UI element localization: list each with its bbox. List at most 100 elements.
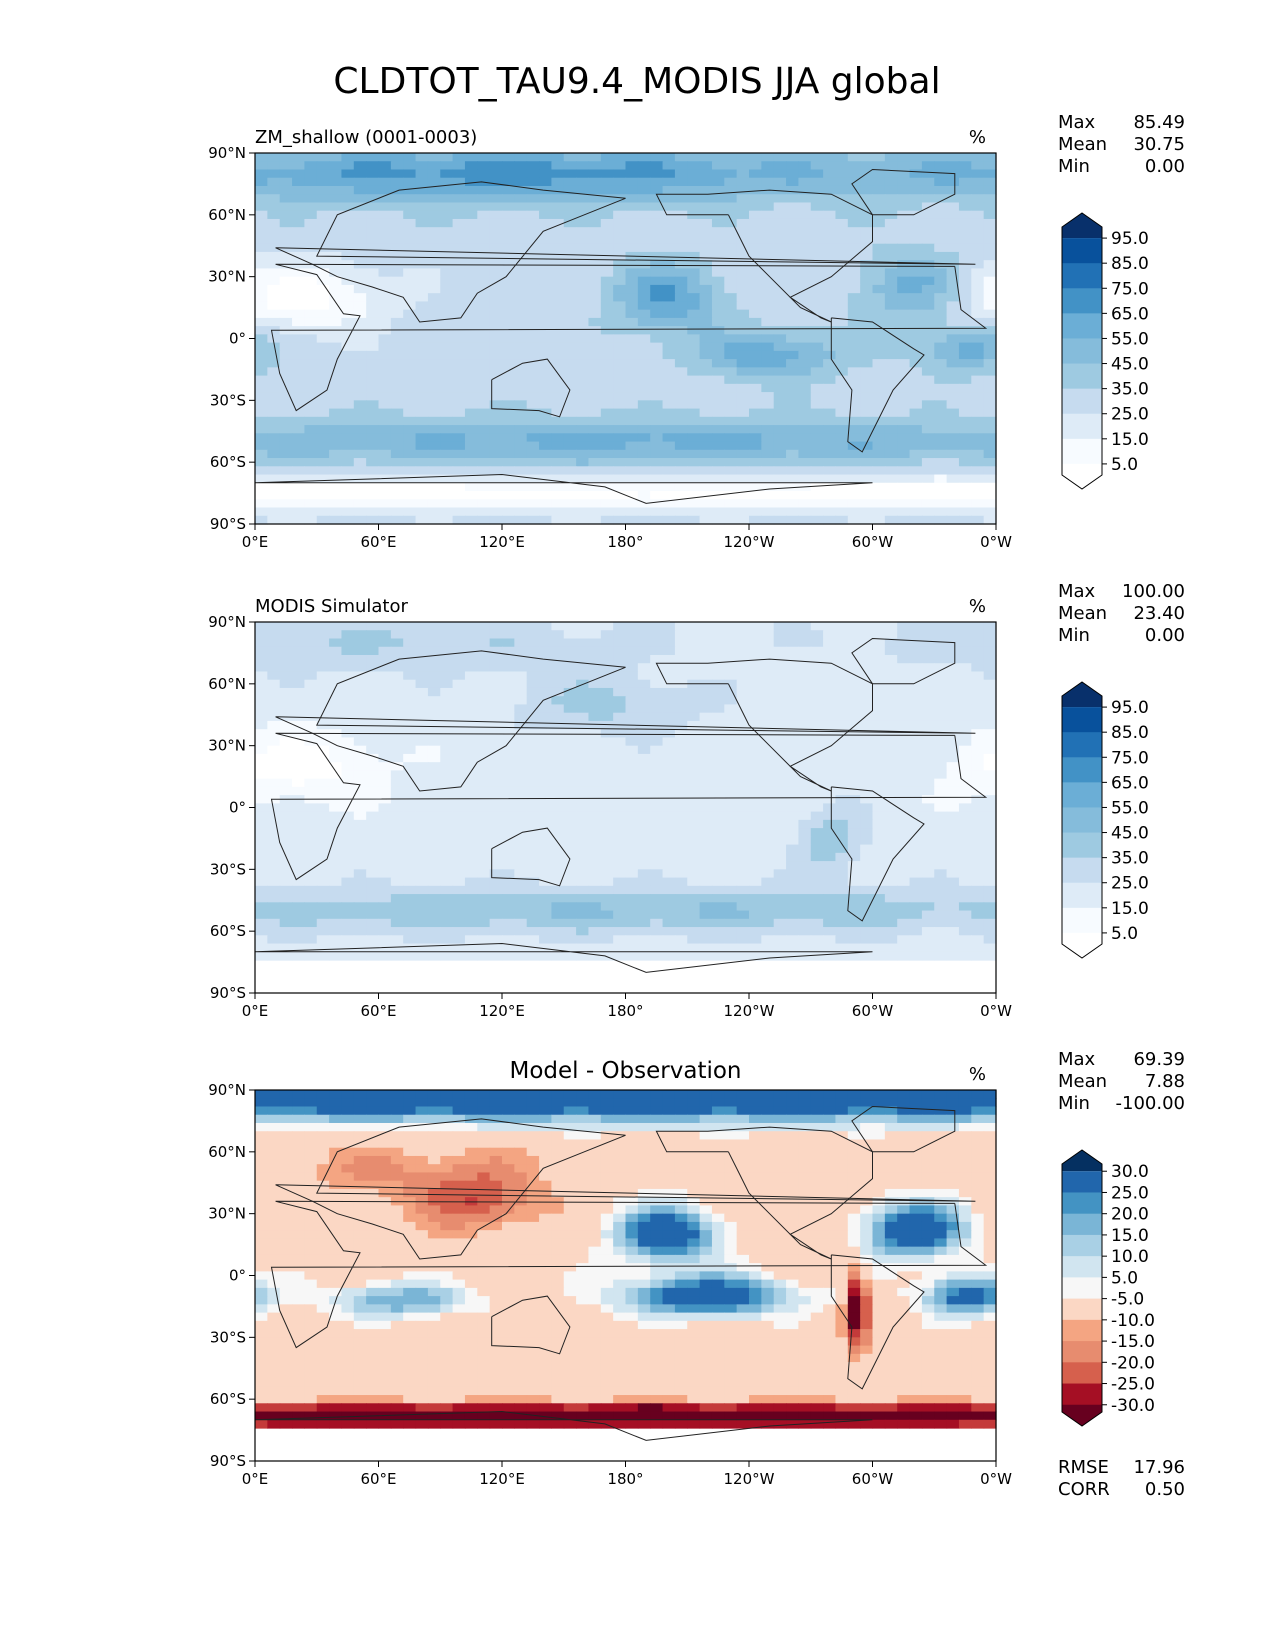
heatmap-cell <box>749 507 762 517</box>
heatmap-cell <box>563 326 577 335</box>
heatmap-cell <box>378 400 392 410</box>
heatmap-cell <box>687 317 701 327</box>
heatmap-cell <box>736 400 750 410</box>
heatmap-cell <box>563 227 577 237</box>
heatmap-cell <box>897 185 911 195</box>
heatmap-cell <box>872 852 886 862</box>
heatmap-cell <box>835 326 849 335</box>
heatmap-cell <box>267 515 281 525</box>
heatmap-cell <box>798 844 812 854</box>
heatmap-cell <box>551 499 565 509</box>
heatmap-cell <box>378 449 392 459</box>
heatmap-cell <box>711 515 725 525</box>
heatmap-cell <box>835 704 849 714</box>
heatmap-cell <box>637 762 651 771</box>
heatmap-cell <box>662 869 676 879</box>
heatmap-cell <box>810 449 824 459</box>
heatmap-cell <box>823 326 837 335</box>
heatmap-cell <box>267 679 281 689</box>
heatmap-cell <box>514 416 528 426</box>
heatmap-cell <box>971 293 985 302</box>
heatmap-cell <box>292 284 305 294</box>
heatmap-cell <box>390 638 404 648</box>
heatmap-cell <box>440 161 454 171</box>
heatmap-cell <box>588 622 602 631</box>
heatmap-cell <box>366 671 380 681</box>
heatmap-cell <box>650 284 664 294</box>
heatmap-cell <box>773 218 787 228</box>
heatmap-cell <box>267 696 281 706</box>
heatmap-cell <box>415 342 429 352</box>
figure-title: CLDTOT_TAU9.4_MODIS JJA global <box>333 61 940 102</box>
heatmap-cell <box>526 852 540 862</box>
heatmap-cell <box>687 218 701 228</box>
heatmap-cell <box>687 720 701 730</box>
heatmap-cell <box>860 400 874 410</box>
heatmap-cell <box>329 803 343 813</box>
heatmap-cell <box>366 392 380 401</box>
heatmap-cell <box>600 177 614 187</box>
heatmap-cell <box>267 762 281 771</box>
heatmap-cell <box>637 449 651 459</box>
heatmap-cell <box>958 844 972 854</box>
heatmap-cell <box>452 177 466 187</box>
heatmap-cell <box>897 482 911 492</box>
heatmap-cell <box>897 885 911 895</box>
heatmap-cell <box>736 433 750 443</box>
heatmap-cell <box>823 894 837 903</box>
heatmap-cell <box>699 885 713 895</box>
heatmap-cell <box>699 400 713 410</box>
heatmap-cell <box>366 153 380 162</box>
heatmap-cell <box>403 671 417 681</box>
heatmap-cell <box>687 729 701 739</box>
heatmap-cell <box>514 251 528 261</box>
heatmap-cell <box>353 687 367 697</box>
heatmap-cell <box>304 696 318 706</box>
heatmap-cell <box>415 408 429 418</box>
heatmap-cell <box>514 383 528 393</box>
heatmap-cell <box>860 276 874 286</box>
heatmap-cell <box>650 334 664 344</box>
heatmap-cell <box>452 251 466 261</box>
heatmap-cell <box>786 260 799 270</box>
heatmap-cell <box>674 202 688 212</box>
heatmap-cell <box>958 342 972 352</box>
heatmap-cell <box>292 342 305 352</box>
heatmap-cell <box>267 400 281 410</box>
heatmap-cell <box>958 153 972 162</box>
heatmap-cell <box>761 770 775 780</box>
heatmap-cell <box>860 877 874 887</box>
heatmap-cell <box>477 861 491 870</box>
heatmap-cell <box>526 894 540 903</box>
heatmap-cell <box>810 811 824 821</box>
heatmap-cell <box>958 383 972 393</box>
heatmap-cell <box>539 852 552 862</box>
heatmap-cell <box>502 433 515 443</box>
heatmap-cell <box>786 687 799 697</box>
heatmap-cell <box>427 696 441 706</box>
heatmap-cell <box>452 227 466 237</box>
heatmap-cell <box>366 194 380 204</box>
heatmap-cell <box>835 392 849 401</box>
heatmap-cell <box>551 449 565 459</box>
heatmap-cell <box>946 392 960 401</box>
heatmap-cell <box>884 416 898 426</box>
heatmap-cell <box>341 852 355 862</box>
heatmap-cell <box>526 392 540 401</box>
heatmap-cell <box>304 383 318 393</box>
heatmap-cell <box>786 894 799 903</box>
heatmap-cell <box>810 210 824 220</box>
heatmap-cell <box>378 458 392 467</box>
heatmap-cell <box>674 350 688 360</box>
heatmap-cell <box>674 869 688 879</box>
heatmap-cell <box>539 458 552 467</box>
heatmap-cell <box>699 894 713 903</box>
heatmap-cell <box>674 844 688 854</box>
heatmap-cell <box>810 852 824 862</box>
heatmap-cell <box>427 654 441 664</box>
heatmap-cell <box>267 284 281 294</box>
heatmap-cell <box>662 466 676 476</box>
heatmap-cell <box>724 185 738 195</box>
heatmap-cell <box>946 458 960 467</box>
heatmap-cell <box>884 334 898 344</box>
